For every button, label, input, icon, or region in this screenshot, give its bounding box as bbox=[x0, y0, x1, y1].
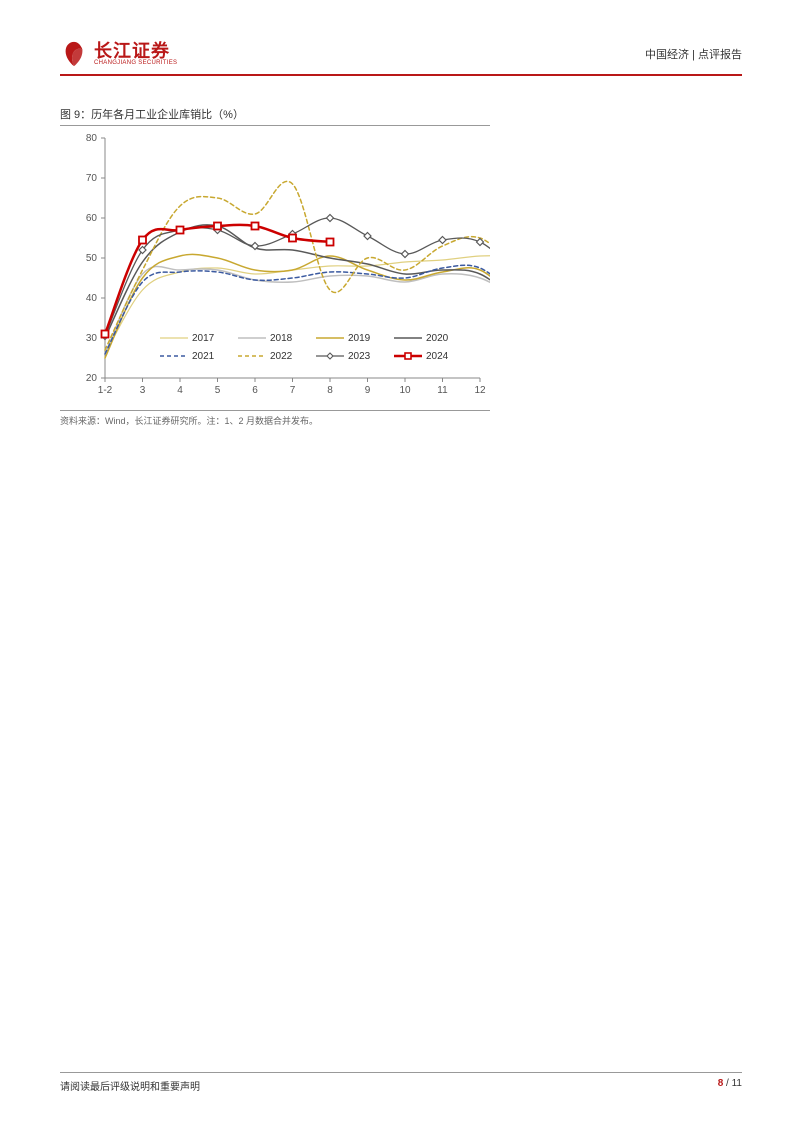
svg-text:40: 40 bbox=[86, 293, 98, 304]
svg-text:2020: 2020 bbox=[426, 333, 449, 344]
svg-text:3: 3 bbox=[140, 385, 146, 396]
svg-text:2019: 2019 bbox=[348, 333, 371, 344]
svg-text:2024: 2024 bbox=[426, 351, 449, 362]
page-footer: 请阅读最后评级说明和重要声明 8 / 11 bbox=[60, 1072, 742, 1093]
svg-text:20: 20 bbox=[86, 373, 98, 384]
svg-text:50: 50 bbox=[86, 253, 98, 264]
svg-text:12: 12 bbox=[474, 385, 486, 396]
chart-figure-9: 20 30 40 50 60 70 80 1-2 3 4 5 6 7 8 9 10 11 12 2017 2018 20… bbox=[60, 128, 490, 408]
logo-text-en: CHANGJIANG SECURITIES bbox=[94, 60, 177, 66]
chart-title: 图 9：历年各月工业企业库销比（%） bbox=[60, 106, 490, 126]
svg-text:2023: 2023 bbox=[348, 351, 371, 362]
svg-text:2021: 2021 bbox=[192, 351, 215, 362]
svg-text:2018: 2018 bbox=[270, 333, 293, 344]
svg-text:8: 8 bbox=[327, 385, 333, 396]
svg-text:10: 10 bbox=[399, 385, 411, 396]
page-number-total: 11 bbox=[732, 1078, 742, 1089]
company-logo-icon bbox=[60, 40, 88, 68]
header-category: 中国经济 | 点评报告 bbox=[645, 46, 742, 62]
svg-text:30: 30 bbox=[86, 333, 98, 344]
svg-text:6: 6 bbox=[252, 385, 258, 396]
page-header: 长江证券 CHANGJIANG SECURITIES 中国经济 | 点评报告 bbox=[60, 40, 742, 76]
svg-text:1-2: 1-2 bbox=[98, 385, 113, 396]
svg-text:4: 4 bbox=[177, 385, 183, 396]
page-number-sep: / bbox=[723, 1078, 731, 1089]
chart-source-note: 资料来源：Wind，长江证券研究所。注：1、2 月数据合并发布。 bbox=[60, 410, 490, 427]
svg-text:5: 5 bbox=[215, 385, 221, 396]
footer-pagination: 8 / 11 bbox=[718, 1078, 742, 1093]
footer-disclaimer: 请阅读最后评级说明和重要声明 bbox=[60, 1078, 200, 1093]
logo: 长江证券 CHANGJIANG SECURITIES bbox=[60, 40, 177, 68]
svg-text:70: 70 bbox=[86, 173, 98, 184]
svg-text:80: 80 bbox=[86, 133, 98, 144]
svg-text:60: 60 bbox=[86, 213, 98, 224]
svg-text:11: 11 bbox=[437, 385, 448, 396]
svg-text:9: 9 bbox=[365, 385, 371, 396]
svg-text:7: 7 bbox=[290, 385, 296, 396]
svg-text:2017: 2017 bbox=[192, 333, 215, 344]
svg-text:2022: 2022 bbox=[270, 351, 293, 362]
logo-text-cn: 长江证券 bbox=[94, 42, 177, 60]
